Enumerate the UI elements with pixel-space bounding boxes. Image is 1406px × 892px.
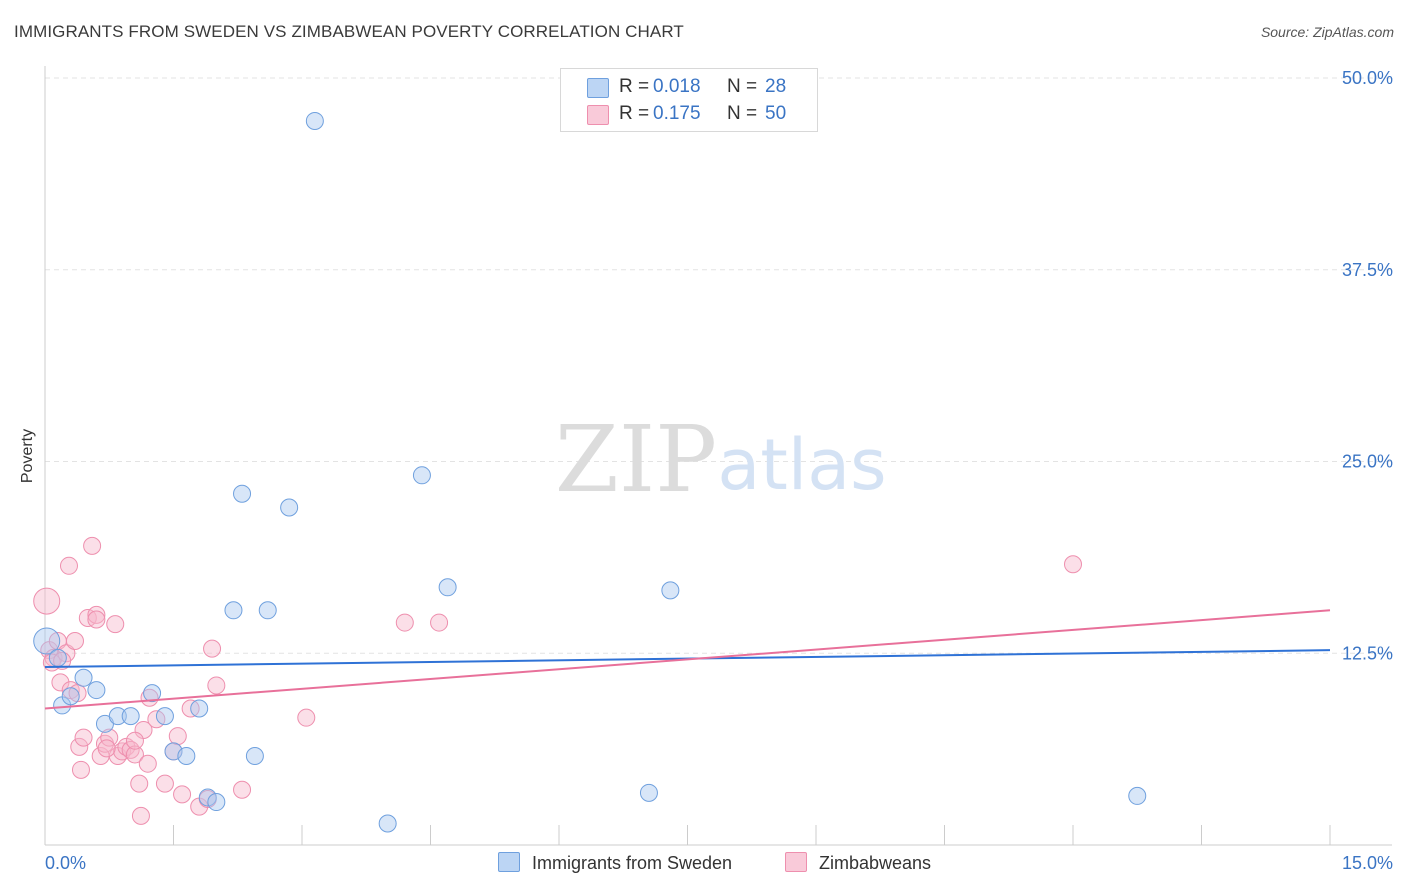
sweden-point (143, 684, 162, 703)
r-value: 0.175 (653, 103, 701, 124)
zimbabwean-point (106, 615, 125, 634)
sweden-point (207, 793, 226, 812)
sweden-point (412, 466, 431, 485)
y-tick-label: 25.0% (1342, 452, 1393, 472)
x-tick-label: 15.0% (1342, 853, 1393, 873)
zimbabwean-point (59, 556, 78, 575)
sweden-point (190, 699, 209, 718)
watermark-zip: ZIP (555, 406, 717, 513)
zimbabwean-point (207, 676, 226, 695)
sweden-point (108, 707, 127, 726)
n-label: N = (727, 103, 758, 124)
sweden-point (74, 668, 93, 687)
zimbabwean-point (130, 774, 149, 793)
zimbabwean-point (100, 728, 119, 747)
zimbabwean-point (125, 731, 144, 750)
x-tick-label: 0.0% (45, 853, 86, 873)
zimbabwean-point (87, 605, 106, 624)
zimbabwean-point (173, 785, 192, 804)
sweden-point (233, 484, 252, 503)
zimbabwean-point (70, 737, 89, 756)
sweden-swatch (587, 78, 609, 98)
stats-legend: R = 0.018 N = 28 R = 0.175 N = 50 (560, 68, 818, 132)
series-legend-zimbabweans[interactable]: Zimbabweans (785, 852, 931, 874)
zimbabwean-point (33, 587, 61, 615)
sweden-point (639, 783, 658, 802)
watermark-atlas: atlas (717, 424, 886, 506)
series-name: Immigrants from Sweden (532, 853, 733, 873)
zimbabweans-swatch (587, 105, 609, 125)
axes (44, 66, 1392, 846)
n-label: N = (727, 76, 758, 97)
r-label: R = (619, 103, 650, 124)
zimbabwean-point (125, 745, 144, 764)
sweden-point (280, 498, 299, 517)
zimbabwean-trend-line (44, 609, 1331, 710)
sweden-point (305, 111, 324, 130)
sweden-point (177, 747, 196, 766)
zimbabwean-point (140, 688, 159, 707)
zimbabwean-point (233, 780, 252, 799)
zimbabwean-point (430, 613, 449, 632)
zimbabwean-point (203, 639, 222, 658)
zimbabwean-point (97, 739, 116, 758)
zimbabweans-swatch (785, 852, 807, 872)
zimbabwean-point (155, 774, 174, 793)
zimbabwean-point (297, 708, 316, 727)
sweden-point (48, 648, 67, 667)
sweden-point (121, 707, 140, 726)
zimbabwean-point (74, 728, 93, 747)
chart-title: IMMIGRANTS FROM SWEDEN VS ZIMBABWEAN POV… (14, 22, 684, 41)
sweden-swatch (498, 852, 520, 872)
sweden-point (61, 687, 80, 706)
source-label: Source: ZipAtlas.com (1260, 24, 1394, 40)
n-value: 50 (765, 103, 787, 124)
r-label: R = (619, 76, 650, 97)
sweden-point (438, 578, 457, 597)
zimbabwean-point (83, 536, 102, 555)
sweden-point (378, 814, 397, 833)
series-legend-sweden[interactable]: Immigrants from Sweden (498, 852, 732, 874)
sweden-point (155, 707, 174, 726)
sweden-point (661, 581, 680, 600)
zimbabwean-point (138, 754, 157, 773)
zimbabwean-point (65, 631, 84, 650)
zimbabwean-point (51, 673, 70, 692)
zimbabwean-point (168, 727, 187, 746)
sweden-point (245, 747, 264, 766)
zimbabwean-point (1064, 555, 1082, 574)
y-tick-label: 37.5% (1342, 260, 1393, 280)
zimbabwean-point (87, 610, 106, 629)
n-value: 28 (765, 76, 787, 97)
sweden-point (87, 681, 106, 700)
sweden-point (258, 601, 277, 620)
series-name: Zimbabweans (819, 853, 932, 873)
sweden-point (33, 627, 61, 655)
r-value: 0.018 (653, 76, 701, 97)
zimbabwean-point (71, 760, 90, 779)
sweden-point (224, 601, 243, 620)
zimbabwean-point (395, 613, 414, 632)
sweden-point (1128, 786, 1147, 805)
zimbabwean-point (131, 806, 150, 825)
data-points (33, 111, 1147, 833)
sweden-point (198, 788, 217, 807)
tick-labels: 12.5% 25.0% 37.5% 50.0% 0.0% 15.0% (45, 68, 1393, 873)
gridlines (45, 77, 1392, 654)
trend-lines (44, 609, 1331, 710)
y-tick-label: 12.5% (1342, 643, 1393, 663)
y-tick-label: 50.0% (1342, 68, 1393, 88)
